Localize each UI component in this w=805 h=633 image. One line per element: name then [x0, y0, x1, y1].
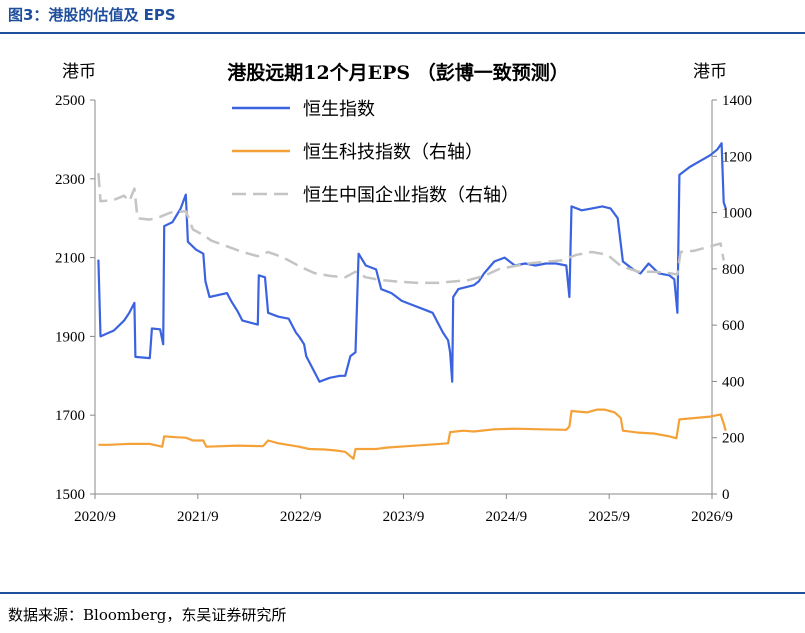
right-tick-label: 1000 — [722, 206, 752, 222]
source-note: 数据来源：Bloomberg，东吴证券研究所 — [8, 606, 287, 624]
series-line-hsi — [97, 142, 727, 383]
legend-label-hstech: 恒生科技指数（右轴） — [303, 142, 483, 163]
series-line-hscei — [97, 173, 725, 285]
left-tick-label: 1700 — [55, 408, 85, 424]
left-tick-label: 2300 — [55, 172, 85, 188]
x-tick-label: 2020/9 — [74, 509, 116, 525]
figure-label: 图3：港股的估值及 EPS — [8, 6, 176, 24]
x-tick-label: 2022/9 — [280, 509, 322, 525]
eps-line-chart: 1500 1700 1900 2100 2300 2500 0 200 400 600 800 100… — [55, 61, 752, 525]
legend-label-hsi: 恒生指数 — [303, 99, 375, 120]
series-line-hstech — [98, 408, 727, 460]
right-tick-label: 800 — [722, 262, 745, 278]
legend-label-hscei: 恒生中国企业指数（右轴） — [303, 185, 519, 206]
left-tick-label: 2100 — [55, 251, 85, 267]
top-divider — [0, 32, 805, 34]
left-axis-unit: 港币 — [62, 62, 96, 82]
chart-title: 港股远期12个月EPS （彭博一致预测） — [227, 61, 569, 84]
right-tick-label: 200 — [722, 431, 745, 447]
left-tick-label: 1900 — [55, 329, 85, 345]
right-tick-label: 600 — [722, 318, 745, 334]
left-tick-label: 2500 — [55, 93, 85, 109]
x-tick-label: 2025/9 — [588, 509, 630, 525]
left-tick-label: 1500 — [55, 487, 85, 503]
right-tick-label: 0 — [722, 487, 730, 503]
right-tick-label: 1200 — [722, 149, 752, 165]
x-tick-label: 2021/9 — [177, 509, 219, 525]
right-tick-label: 400 — [722, 374, 745, 390]
right-tick-label: 1400 — [722, 93, 752, 109]
x-tick-label: 2023/9 — [383, 509, 425, 525]
bottom-divider — [0, 592, 805, 594]
right-axis-unit: 港币 — [693, 62, 727, 82]
x-tick-label: 2026/9 — [691, 509, 733, 525]
x-tick-label: 2024/9 — [485, 509, 527, 525]
